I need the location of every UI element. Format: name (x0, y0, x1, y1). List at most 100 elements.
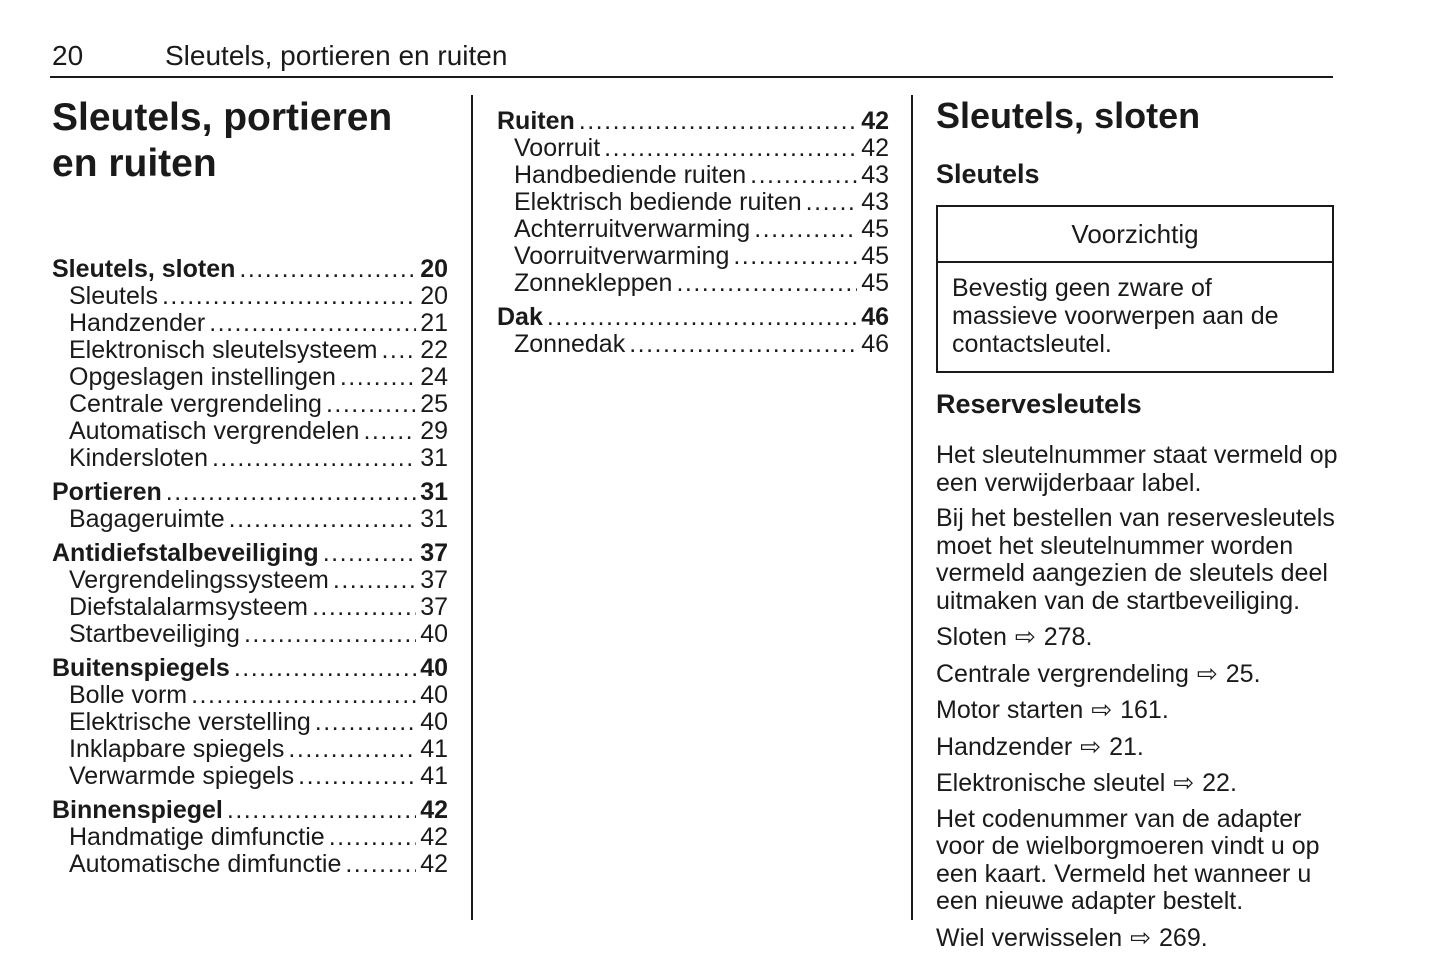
toc-entry: Zonnedak 46 (497, 331, 889, 358)
toc-entry-label: Elektronisch sleutelsysteem (69, 336, 378, 364)
toc-entry-page: 45 (861, 269, 889, 297)
chapter-title-line2: en ruiten (52, 142, 217, 185)
toc-entry: Ruiten 42 (497, 108, 889, 135)
toc-entry-page: 43 (861, 188, 889, 216)
toc-entry-page: 20 (420, 282, 448, 310)
page-ref-arrow-icon: ⇨ (1165, 768, 1203, 797)
toc-entry: Startbeveiliging 40 (52, 621, 448, 648)
toc-entry-page: 37 (420, 593, 448, 621)
toc-entry-page: 40 (420, 654, 448, 682)
page-header: 20 Sleutels, portieren en ruiten (52, 41, 507, 71)
paragraph: Het sleutelnummer staat vermeld op een v… (936, 441, 1338, 497)
page-ref-arrow-icon: ⇨ (1122, 922, 1160, 952)
body-text-blocks: Het sleutelnummer staat vermeld op een v… (936, 441, 1340, 952)
toc-entry: Portieren 31 (52, 479, 448, 506)
toc-entry-label: Centrale vergrendeling (69, 390, 322, 418)
chapter-title-line1: Sleutels, portieren (52, 96, 393, 139)
toc-dot-leader (323, 540, 416, 567)
page-reference: Elektronische sleutel ⇨ 22. (936, 769, 1340, 798)
toc-entry-label: Sleutels, sloten (52, 255, 236, 283)
toc-entry-label: Startbeveiliging (69, 620, 240, 648)
toc-entry-page: 25 (420, 390, 448, 418)
toc-dot-leader (629, 331, 857, 358)
toc-entry: Voorruit 42 (497, 135, 889, 162)
toc-entry: Centrale vergrendeling 25 (52, 391, 448, 418)
toc-entry-label: Voorruitverwarming (514, 242, 730, 270)
toc-dot-leader (227, 797, 416, 824)
toc-entry: Handbediende ruiten 43 (497, 162, 889, 189)
page-reference-number: 21. (1109, 732, 1144, 761)
toc-entry-label: Sleutels (69, 282, 158, 310)
page-reference-number: 278. (1043, 623, 1093, 651)
toc-entry-page: 37 (420, 566, 448, 594)
toc-entry: Antidiefstalbeveiliging 37 (52, 540, 448, 567)
toc-dot-leader (750, 162, 857, 189)
toc-entry-page: 40 (420, 620, 448, 648)
toc-entry-page: 37 (420, 539, 448, 567)
toc-entry: Opgeslagen instellingen 24 (52, 364, 448, 391)
toc-entry-page: 41 (420, 762, 448, 790)
page-reference-number: 161. (1120, 696, 1169, 724)
toc-entry: Handzender 21 (52, 310, 448, 337)
toc-entry: Bolle vorm 40 (52, 682, 448, 709)
toc-entry: Elektronisch sleutelsysteem 22 (52, 337, 448, 364)
toc-entry-page: 29 (420, 417, 448, 445)
toc-entry: Vergrendelingssysteem 37 (52, 567, 448, 594)
toc-entry-label: Handbediende ruiten (514, 161, 747, 189)
paragraph: Bij het bestellen van reservesleutels mo… (936, 504, 1335, 615)
toc-entry-label: Binnenspiegel (52, 796, 223, 824)
toc-dot-leader (312, 594, 416, 621)
page-reference-label: Handzender (936, 732, 1073, 761)
toc-entry: Sleutels 20 (52, 283, 448, 310)
toc-dot-leader (329, 824, 416, 851)
toc-entry-label: Elektrische verstelling (69, 708, 311, 736)
toc-entry: Voorruitverwarming 45 (497, 243, 889, 270)
toc-entry: Automatische dimfunctie 42 (52, 851, 448, 878)
toc-dot-leader (239, 256, 416, 283)
page-ref-arrow-icon: ⇨ (1072, 731, 1110, 761)
toc-entry: Automatisch vergrendelen 29 (52, 418, 448, 445)
toc-dot-leader (676, 270, 857, 297)
toc-dot-leader (191, 682, 416, 709)
page-reference: Sloten ⇨ 278. (936, 623, 1340, 652)
toc-entry-page: 42 (861, 134, 889, 162)
paragraph: Het codenummer van de adapter voor de wi… (936, 804, 1320, 915)
page-reference-label: Sloten (936, 623, 1007, 651)
toc-entry: Sleutels, sloten 20 (52, 256, 448, 283)
toc-entry-label: Portieren (52, 478, 162, 506)
toc-entry-label: Zonnekleppen (514, 269, 673, 297)
toc-dot-leader (333, 567, 416, 594)
toc-entry-page: 21 (420, 309, 448, 337)
toc-entry-label: Automatische dimfunctie (69, 850, 342, 878)
middle-column: Ruiten42Voorruit42Handbediende ruiten43E… (497, 95, 889, 358)
toc-entry: Verwarmde spiegels 41 (52, 763, 448, 790)
toc-entry-label: Achterruitverwarming (514, 215, 751, 243)
toc-entry-page: 40 (420, 681, 448, 709)
toc-entry-page: 46 (861, 303, 889, 331)
toc-entry: Kindersloten 31 (52, 445, 448, 472)
toc-dot-leader (733, 243, 857, 270)
toc-dot-leader (806, 189, 858, 216)
toc-entry-label: Verwarmde spiegels (69, 762, 295, 790)
toc-dot-leader (363, 418, 416, 445)
page-reference-label: Centrale vergrendeling (936, 659, 1189, 688)
toc-entry-page: 41 (420, 735, 448, 763)
page-ref-arrow-icon: ⇨ (1006, 622, 1044, 651)
toc-entry-page: 42 (420, 796, 448, 824)
toc-dot-leader (229, 506, 417, 533)
toc-entry-page: 42 (420, 823, 448, 851)
caution-title: Voorzichtig (938, 207, 1332, 263)
chapter-title: Sleutels, portieren en ruiten (52, 95, 448, 187)
toc-entry-label: Diefstalalarmsysteem (69, 593, 308, 621)
toc-dot-leader (298, 763, 416, 790)
toc-entry-page: 24 (420, 363, 448, 391)
toc-entry: Elektrische verstelling 40 (52, 709, 448, 736)
toc-entry-label: Handzender (69, 309, 206, 337)
toc-entry-page: 42 (420, 850, 448, 878)
toc-entry-page: 22 (420, 336, 448, 364)
toc-entry-page: 43 (861, 161, 889, 189)
toc-entry-page: 31 (420, 505, 448, 533)
toc-entry: Diefstalalarmsysteem 37 (52, 594, 448, 621)
toc-entry-page: 20 (420, 255, 448, 283)
toc-dot-leader (315, 709, 416, 736)
